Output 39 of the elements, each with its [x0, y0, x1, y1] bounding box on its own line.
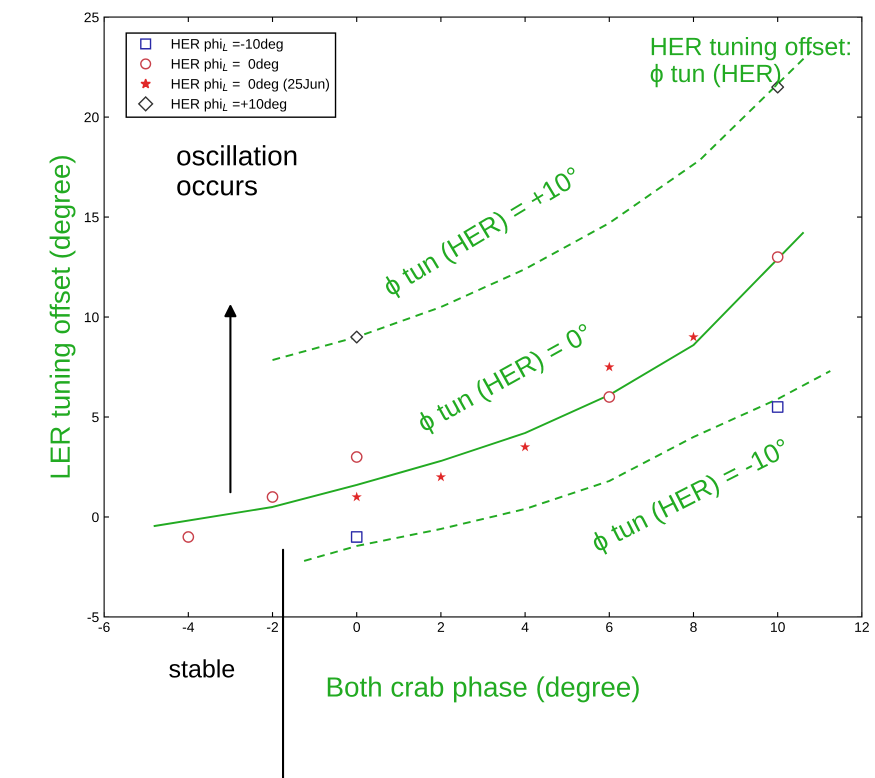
- x-tick-label: 2: [438, 622, 444, 632]
- point: [352, 492, 362, 502]
- annotation: HER tuning offset: ϕ tun (HER): [650, 36, 850, 88]
- x-tick-label: -4: [182, 622, 194, 632]
- x-tick-label: 6: [606, 622, 613, 632]
- x-tick-label: 12: [855, 622, 869, 632]
- x-tick-label: 8: [690, 622, 697, 632]
- legend-label: HER phi$_{L}$ =+10deg: [172, 98, 286, 112]
- point: [688, 332, 699, 342]
- x-tick-label: -6: [98, 622, 110, 632]
- x-tick-label: -2: [266, 622, 278, 632]
- y-tick-label: -5: [88, 612, 99, 622]
- point: [604, 362, 614, 372]
- y-tick-label: 20: [84, 112, 99, 122]
- legend-label: HER phi$_{L}$ =-10deg: [172, 38, 283, 52]
- x-tick-label: 4: [522, 622, 529, 632]
- legend-label: HER phi$_{L}$ = 0deg (25Jun): [172, 78, 329, 92]
- point: [436, 472, 446, 482]
- legend-label: HER phi$_{L}$ = 0deg: [172, 58, 278, 72]
- point: [603, 391, 616, 403]
- point: [772, 251, 784, 263]
- y-axis-title: LER tuning offset (degree): [50, 156, 76, 478]
- point: [182, 531, 194, 543]
- x-tick-label: 0: [353, 622, 360, 632]
- x-tick-label: 10: [771, 622, 785, 632]
- point: [520, 442, 530, 452]
- point: [350, 451, 363, 463]
- point: [772, 401, 784, 413]
- x-axis-title: Both crab phase (degree): [328, 676, 639, 702]
- y-tick-label: 25: [84, 12, 99, 22]
- point: [350, 330, 364, 344]
- text: stable: [169, 659, 234, 678]
- point: [266, 491, 278, 503]
- y-tick-label: 5: [92, 412, 99, 422]
- y-tick-label: 0: [92, 512, 99, 522]
- annotation: oscillation occurs: [177, 145, 296, 196]
- y-tick-label: 10: [84, 312, 99, 322]
- point: [350, 531, 363, 543]
- y-tick-label: 15: [84, 212, 99, 222]
